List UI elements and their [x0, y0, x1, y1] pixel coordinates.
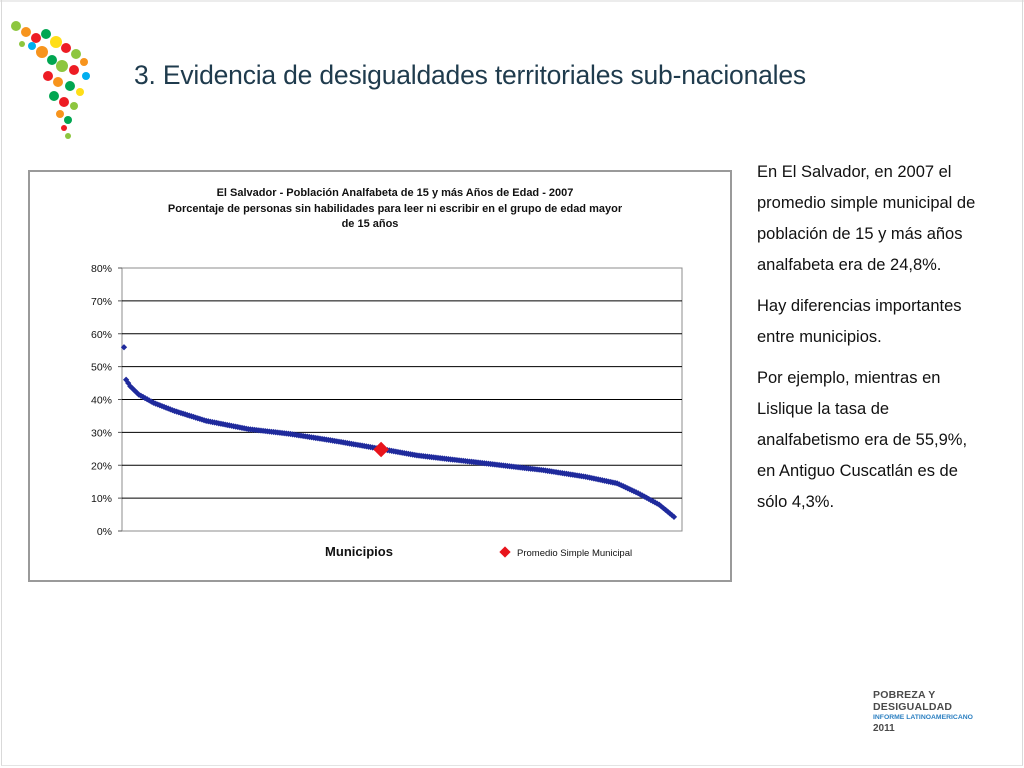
- y-tick-label: 30%: [91, 427, 112, 439]
- legend-label: Promedio Simple Municipal: [517, 548, 632, 559]
- y-tick-label: 10%: [91, 493, 112, 505]
- chart-title-line-1: El Salvador - Población Analfabeta de 15…: [217, 187, 574, 199]
- y-tick-label: 70%: [91, 296, 112, 308]
- y-tick-label: 20%: [91, 460, 112, 472]
- y-tick-label: 50%: [91, 362, 112, 374]
- brand-line-2: DESIGUALDAD: [873, 701, 953, 713]
- y-tick-label: 60%: [91, 329, 112, 341]
- chart-title-line-2: Porcentaje de personas sin habilidades p…: [168, 203, 623, 215]
- y-tick-label: 0%: [97, 526, 112, 538]
- side-paragraph: Hay diferencias importantes entre munici…: [757, 297, 962, 346]
- brand-line-4: 2011: [873, 723, 895, 734]
- brand-line-1: POBREZA Y: [873, 689, 936, 701]
- data-point: [670, 513, 678, 520]
- hands-logo-icon: [11, 21, 90, 139]
- legend: Promedio Simple Municipal: [499, 546, 632, 559]
- average-marker: [373, 441, 389, 458]
- side-paragraph: En El Salvador, en 2007 el promedio simp…: [757, 163, 976, 274]
- side-text-panel: En El Salvador, en 2007 el promedio simp…: [757, 157, 982, 528]
- brand-line-3: INFORME LATINOAMERICANO: [873, 714, 973, 721]
- y-tick-label: 80%: [91, 263, 112, 275]
- x-axis-label: Municipios: [325, 544, 393, 559]
- brand-logo: POBREZA Y DESIGUALDAD INFORME LATINOAMER…: [873, 689, 1013, 735]
- slide-title: 3. Evidencia de desigualdades territoria…: [134, 60, 806, 90]
- chart-title-line-3: de 15 años: [342, 218, 399, 230]
- side-paragraph: Por ejemplo, mientras en Lislique la tas…: [757, 369, 968, 511]
- y-tick-label: 40%: [91, 395, 112, 407]
- legend-marker: [499, 546, 511, 558]
- illiteracy-chart: El Salvador - Población Analfabeta de 15…: [91, 187, 683, 559]
- chart-panel: El Salvador - Población Analfabeta de 15…: [28, 170, 732, 582]
- top-border: [0, 0, 1024, 2]
